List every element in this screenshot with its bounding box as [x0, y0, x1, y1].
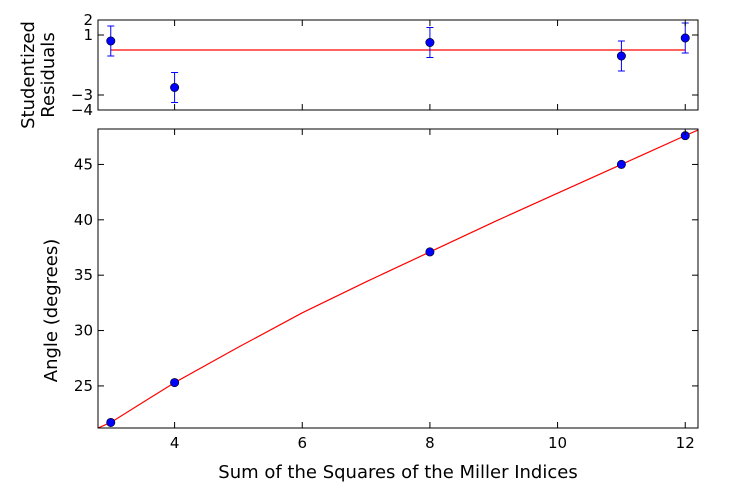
y-tick-label: 40 — [74, 211, 93, 229]
residuals-y-tick-label: 1 — [83, 26, 93, 44]
x-tick-label: 8 — [425, 434, 435, 452]
x-tick-label: 10 — [548, 434, 567, 452]
data-point — [616, 159, 626, 169]
residuals-y-tick-label: −3 — [71, 86, 93, 104]
residual-point — [616, 51, 626, 61]
residuals-ticks-layer: 21 −3−4 — [71, 11, 698, 119]
y-tick-label: 45 — [74, 155, 93, 173]
fit-points-layer — [106, 131, 690, 427]
residual-point — [106, 36, 116, 46]
fit-panel: 4 6 8 10 12 25 30 35 40 45 Sum of the Squares of … — [41, 128, 699, 483]
fit-ticks-layer: 4 6 8 10 12 25 30 35 40 45 — [74, 129, 698, 452]
residual-point — [680, 33, 690, 43]
y-axis-label: Angle (degrees) — [41, 239, 62, 382]
residuals-y-tick-label: 2 — [83, 11, 93, 29]
residuals-panel: 21 −3−4 Studentized Residuals — [18, 11, 699, 129]
residuals-ylabel-line-1: Studentized — [18, 21, 39, 129]
x-axis-label: Sum of the Squares of the Miller Indices — [218, 462, 577, 483]
data-point — [106, 417, 116, 427]
residuals-points-layer — [106, 33, 690, 93]
data-point — [425, 247, 435, 257]
residual-point — [170, 83, 180, 93]
y-tick-label: 30 — [74, 322, 93, 340]
fit-axes-frame — [97, 128, 699, 429]
data-point — [170, 378, 180, 388]
x-tick-label: 12 — [676, 434, 695, 452]
residuals-y-tick-label: −4 — [71, 101, 93, 119]
y-tick-label: 35 — [74, 266, 93, 284]
residuals-ylabel-line-2: Residuals — [38, 32, 59, 117]
x-tick-label: 6 — [297, 434, 307, 452]
residuals-axes-frame — [97, 19, 699, 111]
x-tick-label: 4 — [170, 434, 180, 452]
y-tick-label: 25 — [74, 377, 93, 395]
residual-point — [425, 37, 435, 47]
